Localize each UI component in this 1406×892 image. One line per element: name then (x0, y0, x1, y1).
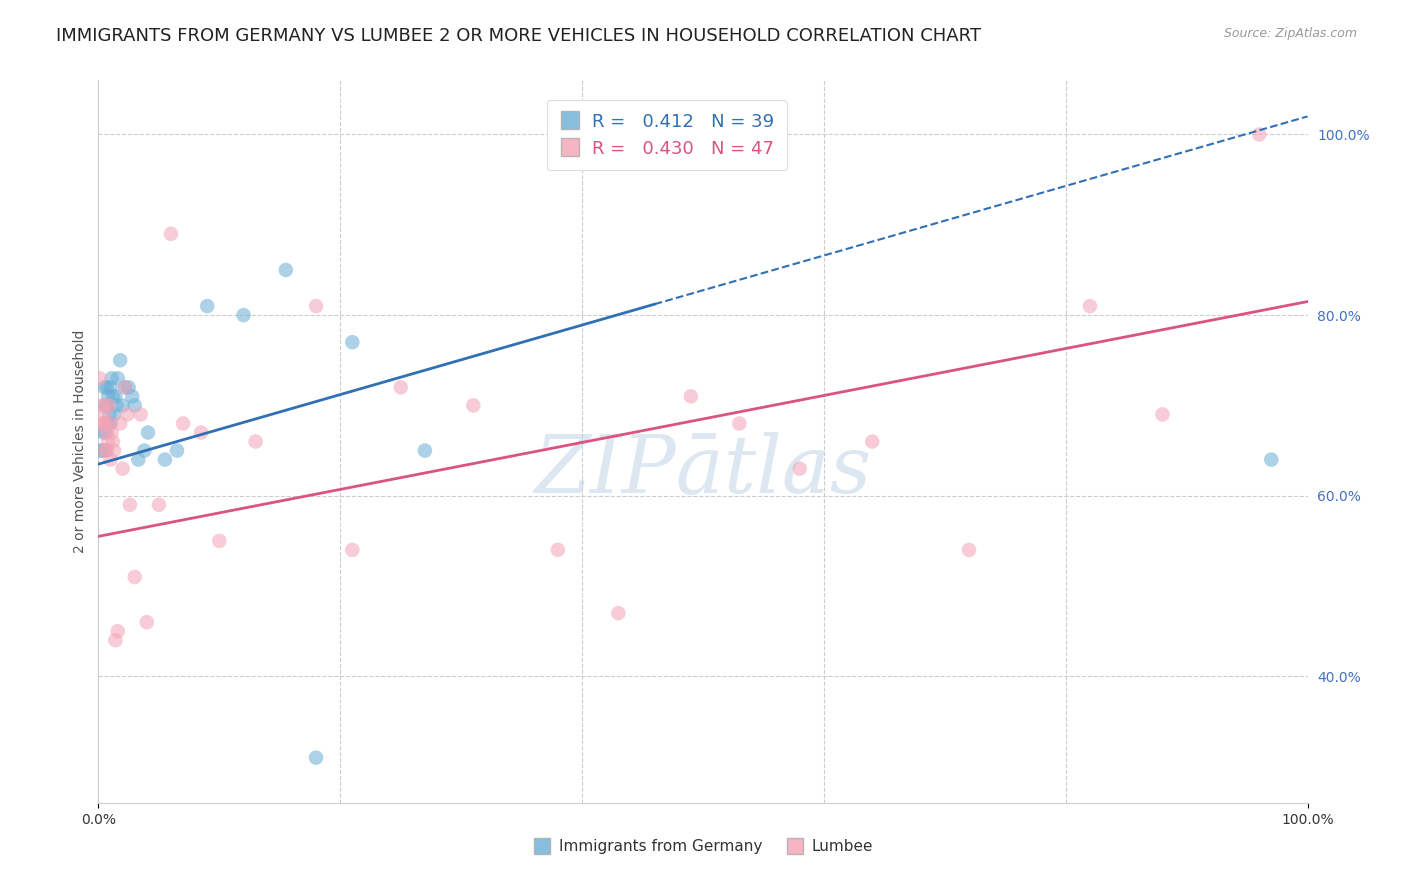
Point (105, 398, 128, 412)
Point (148, 498, 170, 512)
Point (101, 389, 124, 403)
Point (1152, 408, 1174, 422)
Point (136, 425, 159, 440)
Point (118, 380, 141, 394)
Point (91, 417, 114, 431)
Point (100, 425, 122, 440)
Point (107, 624, 129, 639)
Point (94, 398, 117, 412)
Point (91, 425, 114, 440)
Point (153, 452, 176, 467)
Y-axis label: 2 or more Vehicles in Household: 2 or more Vehicles in Household (73, 330, 87, 553)
Point (97, 389, 120, 403)
Point (103, 408, 125, 422)
Point (104, 633, 127, 648)
Text: IMMIGRANTS FROM GERMANY VS LUMBEE 2 OR MORE VEHICLES IN HOUSEHOLD CORRELATION CH: IMMIGRANTS FROM GERMANY VS LUMBEE 2 OR M… (56, 27, 981, 45)
Point (789, 461, 811, 475)
Point (93, 398, 115, 412)
Point (114, 380, 136, 394)
Point (166, 443, 188, 458)
Point (103, 443, 125, 458)
Point (1249, 128, 1271, 142)
Point (90, 443, 112, 458)
Point (160, 227, 183, 241)
Point (860, 434, 883, 449)
Point (93, 443, 115, 458)
Point (389, 380, 412, 394)
Point (547, 542, 569, 557)
Point (91, 443, 114, 458)
Point (121, 389, 143, 403)
Point (127, 452, 149, 467)
Point (342, 335, 364, 350)
Point (124, 398, 146, 412)
Point (100, 380, 122, 394)
Text: ZIPātlas: ZIPātlas (534, 432, 872, 509)
Point (96, 425, 118, 440)
Point (96, 398, 118, 412)
Point (305, 299, 328, 313)
Point (728, 417, 751, 431)
Point (463, 398, 485, 412)
Point (342, 542, 364, 557)
Point (108, 417, 131, 431)
Point (619, 136, 641, 151)
Point (98, 408, 121, 422)
Point (111, 398, 134, 412)
Point (1260, 452, 1282, 467)
Text: Source: ZipAtlas.com: Source: ZipAtlas.com (1223, 27, 1357, 40)
Point (94, 417, 117, 431)
Point (93, 408, 115, 422)
Point (172, 417, 194, 431)
Point (208, 533, 231, 548)
Point (96, 443, 118, 458)
Point (104, 389, 127, 403)
Point (93, 380, 115, 394)
Point (190, 425, 212, 440)
Point (124, 570, 146, 584)
Point (117, 408, 139, 422)
Point (91, 398, 114, 412)
Point (129, 408, 152, 422)
Point (135, 615, 157, 630)
Point (101, 434, 124, 449)
Point (97, 434, 120, 449)
Point (305, 750, 328, 764)
Point (98, 398, 121, 412)
Point (100, 417, 122, 431)
Legend: Immigrants from Germany, Lumbee: Immigrants from Germany, Lumbee (527, 833, 879, 860)
Point (91, 417, 114, 431)
Point (195, 299, 218, 313)
Point (114, 380, 136, 394)
Point (94, 443, 117, 458)
Point (274, 263, 297, 277)
Point (100, 371, 122, 385)
Point (100, 452, 122, 467)
Point (108, 353, 131, 368)
Point (134, 443, 156, 458)
Point (100, 417, 122, 431)
Point (413, 443, 436, 458)
Point (107, 371, 129, 385)
Point (111, 461, 134, 475)
Point (96, 380, 118, 394)
Point (957, 542, 980, 557)
Point (89, 371, 111, 385)
Point (679, 389, 702, 403)
Point (118, 498, 141, 512)
Point (607, 606, 630, 620)
Point (94, 425, 117, 440)
Point (232, 308, 254, 322)
Point (1078, 299, 1101, 313)
Point (97, 417, 120, 431)
Point (245, 434, 267, 449)
